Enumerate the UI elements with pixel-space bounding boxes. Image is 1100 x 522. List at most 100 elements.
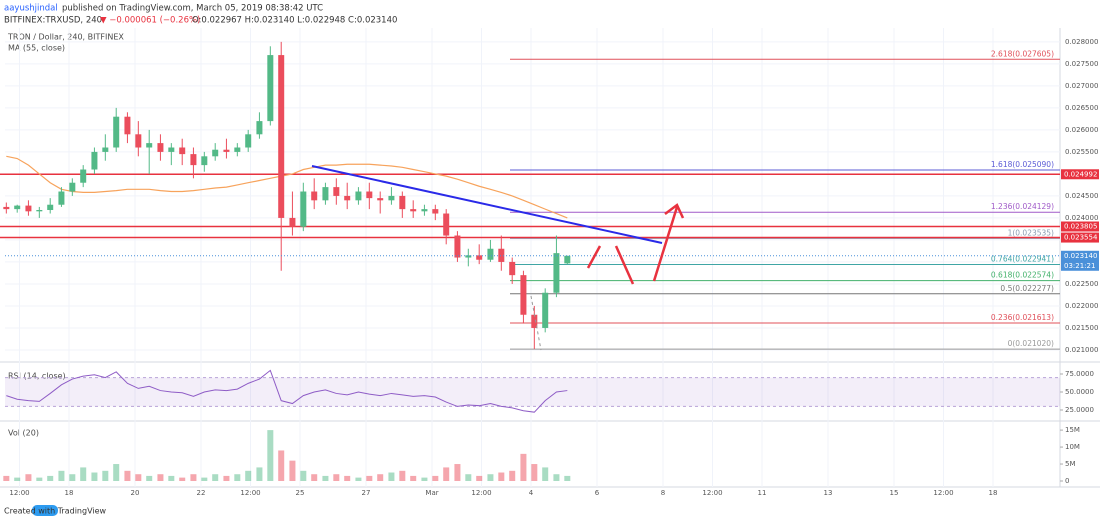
volume-bar: [520, 453, 527, 481]
x-tick-label: 18: [989, 489, 998, 497]
volume-bar: [487, 474, 494, 481]
y-tick-label: 0.022500: [1065, 280, 1098, 288]
chart-title: TRON / Dollar, 240, BITFINEX: [7, 33, 124, 42]
arrow-head: [664, 203, 685, 219]
volume-bar: [322, 475, 329, 481]
candle-body: [201, 156, 208, 166]
volume-bar: [509, 470, 516, 481]
candle-body: [520, 275, 527, 315]
price-tag: [1061, 169, 1099, 180]
x-tick-label: 13: [824, 489, 833, 497]
path-arrow: [586, 245, 602, 269]
change: ▼ −0.000061 (−0.26%): [100, 16, 200, 26]
y-tick-label: 0.022000: [1065, 302, 1098, 310]
volume-title: Vol (20): [8, 429, 39, 438]
y-tick-label: 50.0000: [1065, 388, 1094, 396]
fib-label: 2.618(0.027605): [991, 49, 1054, 58]
volume-bar: [366, 475, 373, 481]
last-price-label: 0.023140: [1064, 252, 1097, 260]
candle-body: [564, 255, 571, 264]
volume-bar: [179, 477, 186, 481]
volume-bar: [355, 477, 362, 481]
x-tick-label: 12:00: [933, 489, 953, 497]
volume-bar: [223, 475, 230, 481]
candle-body: [421, 209, 428, 212]
x-tick-label: 6: [595, 489, 600, 497]
candle-body: [245, 134, 252, 148]
y-tick-label: 0.026000: [1065, 126, 1098, 134]
volume-bar: [300, 470, 307, 481]
volume-bar: [201, 477, 208, 481]
price-tag: [1061, 232, 1099, 243]
volume-bar: [102, 470, 109, 481]
candle-body: [476, 255, 483, 260]
volume-bar: [113, 464, 120, 481]
candle-body: [91, 151, 98, 170]
volume-bar: [36, 477, 43, 481]
volume-bar: [333, 474, 340, 481]
volume-bar: [69, 474, 76, 481]
volume-bar: [465, 474, 472, 481]
candle-body: [465, 255, 472, 258]
path-arrow: [614, 245, 635, 285]
x-tick-label: 25: [296, 489, 305, 497]
ohlc: O:0.022967 H:0.023140 L:0.022948 C:0.023…: [192, 16, 397, 26]
trend-line: [311, 165, 663, 244]
fib-label: 0.5(0.022277): [1000, 284, 1054, 293]
candle-body: [146, 143, 153, 148]
y-tick-label: 0.027500: [1065, 60, 1098, 68]
candle-body: [542, 292, 549, 328]
x-tick-label: 8: [661, 489, 665, 497]
x-tick-label: 12:00: [240, 489, 260, 497]
volume-bar: [476, 475, 483, 481]
y-tick-label: 0.021500: [1065, 324, 1098, 332]
annotations: [311, 165, 685, 351]
moving-average: [6, 155, 568, 219]
candle-body: [234, 147, 241, 152]
y-tick-label: 0.025500: [1065, 148, 1098, 156]
y-tick-label: 10M: [1065, 443, 1080, 451]
path-arrow: [652, 206, 679, 282]
volume-bar: [157, 474, 164, 481]
candle-body: [113, 116, 120, 148]
volume-bar: [146, 475, 153, 481]
candle-body: [344, 195, 351, 201]
candle-body: [399, 195, 406, 210]
volume-bar: [25, 474, 32, 481]
candle-body: [443, 213, 450, 236]
candle-body: [25, 205, 32, 212]
x-tick-label: 4: [529, 489, 534, 497]
y-tick-label: 0.027000: [1065, 82, 1098, 90]
candle-body: [432, 209, 439, 214]
candle-body: [190, 154, 197, 166]
candle-body: [300, 191, 307, 227]
author[interactable]: aayushjindal: [4, 4, 58, 14]
x-tick-label: 22: [197, 489, 206, 497]
volume-bar: [80, 467, 87, 481]
volume-bar: [344, 475, 351, 481]
candle-body: [256, 121, 263, 135]
fib-label: 0(0.021020): [1008, 339, 1054, 348]
volume-bar: [531, 464, 538, 481]
fib-label: 1.236(0.024129): [991, 202, 1054, 211]
candle-body: [3, 206, 10, 210]
x-tick-label: 11: [758, 489, 767, 497]
volume-bar: [399, 470, 406, 481]
rsi-title: RSI (14, close): [8, 372, 66, 381]
y-tick-label: 0.028000: [1065, 38, 1098, 46]
volume-bar: [124, 470, 131, 481]
volume-bar: [421, 477, 428, 481]
candle-body: [388, 195, 395, 201]
y-tick-label: 0.026500: [1065, 104, 1098, 112]
candle-body: [58, 191, 65, 205]
volume-bar: [190, 474, 197, 481]
volume-bar: [564, 475, 571, 481]
volume-bar: [91, 472, 98, 481]
candle-body: [179, 147, 186, 155]
volume-bar: [377, 474, 384, 481]
symbol: BITFINEX:TRXUSD, 240: [4, 16, 102, 26]
published: published on TradingView.com, March 05, …: [62, 4, 323, 14]
candle-body: [135, 134, 142, 148]
